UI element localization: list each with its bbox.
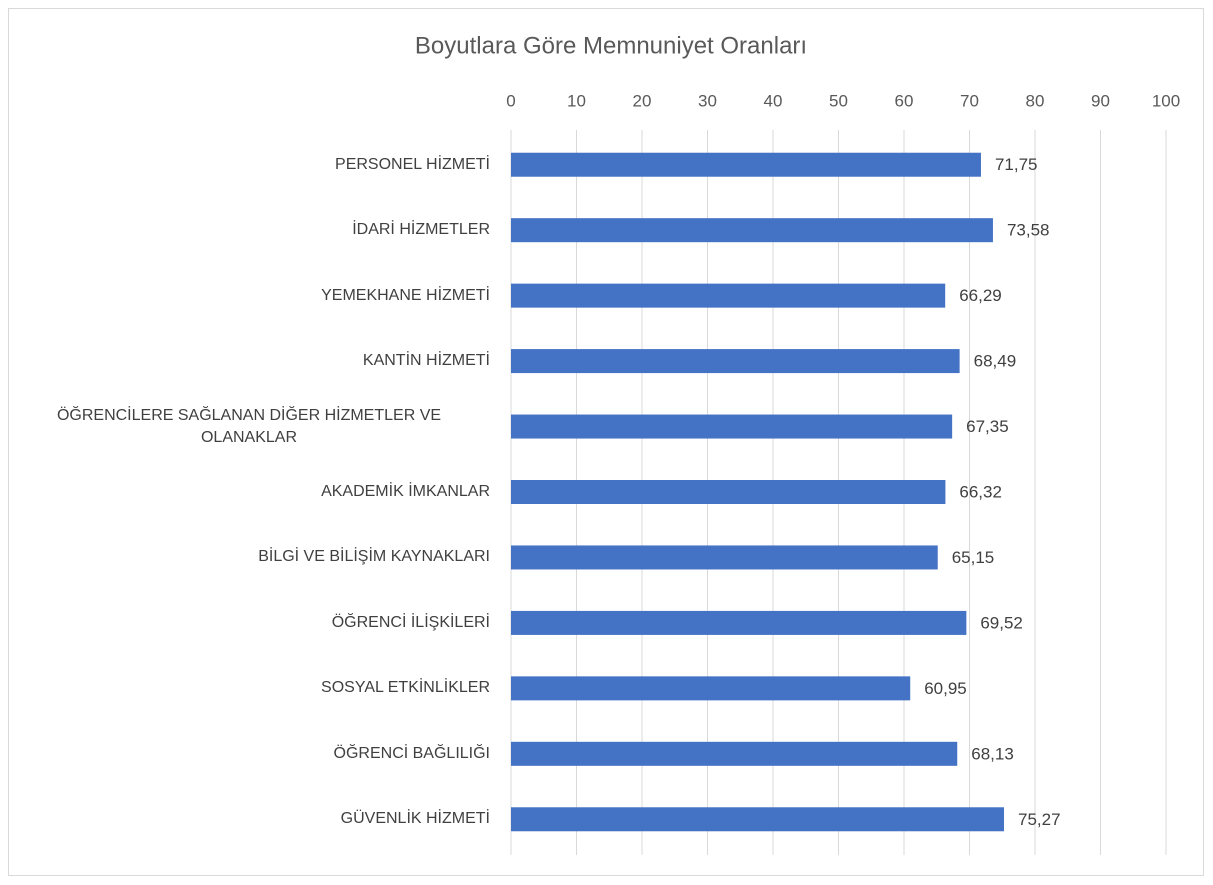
x-tick-label: 10 <box>567 91 586 110</box>
bar <box>511 807 1005 832</box>
bar <box>511 676 911 701</box>
category-label-box: GÜVENLİK HİZMETİ <box>8 789 490 849</box>
data-label: 71,75 <box>995 155 1038 174</box>
category-label-box: AKADEMİK İMKANLAR <box>8 462 490 522</box>
x-tick-label: 30 <box>698 91 717 110</box>
bar <box>511 283 946 308</box>
data-label: 73,58 <box>1007 221 1050 240</box>
bar <box>511 349 960 374</box>
category-label-box: BİLGİ VE BİLİŞİM KAYNAKLARI <box>8 527 490 587</box>
category-label-box: ÖĞRENCİ İLİŞKİLERİ <box>8 593 490 653</box>
category-label-box: İDARİ HİZMETLER <box>8 200 490 260</box>
x-tick-label: 40 <box>764 91 783 110</box>
x-tick-label: 70 <box>960 91 979 110</box>
category-label-box: ÖĞRENCİLERE SAĞLANAN DİĞER HİZMETLER VE … <box>8 397 490 457</box>
x-tick-label: 60 <box>895 91 914 110</box>
data-label: 66,29 <box>959 286 1002 305</box>
y-tick-label: İDARİ HİZMETLER <box>352 221 490 239</box>
data-label: 68,49 <box>974 352 1017 371</box>
y-tick-label: SOSYAL ETKİNLİKLER <box>321 679 490 697</box>
y-tick-label: KANTİN HİZMETİ <box>362 352 490 370</box>
y-tick-label: ÖĞRENCİ BAĞLILIĞI <box>333 744 490 762</box>
bar <box>511 545 938 570</box>
category-label-box: ÖĞRENCİ BAĞLILIĞI <box>8 724 490 784</box>
data-label: 65,15 <box>952 548 995 567</box>
bar <box>511 414 953 439</box>
data-label: 69,52 <box>980 613 1023 632</box>
data-label: 60,95 <box>924 679 967 698</box>
x-tick-label: 50 <box>829 91 848 110</box>
y-tick-label: GÜVENLİK HİZMETİ <box>340 810 490 828</box>
data-label: 68,13 <box>971 744 1014 763</box>
data-label: 67,35 <box>966 417 1009 436</box>
data-label: 75,27 <box>1018 810 1061 829</box>
bar <box>511 480 946 504</box>
x-tick-label: 20 <box>633 91 652 110</box>
x-tick-label: 90 <box>1091 91 1110 110</box>
x-tick-label: 0 <box>506 91 515 110</box>
chart-title: Boyutlara Göre Memnuniyet Oranları <box>415 32 807 59</box>
y-tick-label: ÖĞRENCİ İLİŞKİLERİ <box>331 613 490 631</box>
category-label-box: KANTİN HİZMETİ <box>8 331 490 391</box>
x-tick-label: 80 <box>1026 91 1045 110</box>
x-tick-label: 100 <box>1152 91 1180 110</box>
bar <box>511 218 993 243</box>
category-label-box: SOSYAL ETKİNLİKLER <box>8 658 490 718</box>
y-tick-label: PERSONEL HİZMETİ <box>335 155 490 173</box>
category-label-box: YEMEKHANE HİZMETİ <box>8 266 490 326</box>
y-tick-label: AKADEMİK İMKANLAR <box>321 483 490 500</box>
y-tick-label: YEMEKHANE HİZMETİ <box>321 286 490 304</box>
category-label-box: PERSONEL HİZMETİ <box>8 135 490 195</box>
bar <box>511 610 967 635</box>
y-tick-label: BİLGİ VE BİLİŞİM KAYNAKLARI <box>258 548 490 566</box>
data-label: 66,32 <box>959 482 1002 501</box>
y-tick-label: ÖĞRENCİLERE SAĞLANAN DİĞER HİZMETLER VE … <box>56 406 442 446</box>
bar <box>511 741 958 766</box>
bar <box>511 152 981 177</box>
